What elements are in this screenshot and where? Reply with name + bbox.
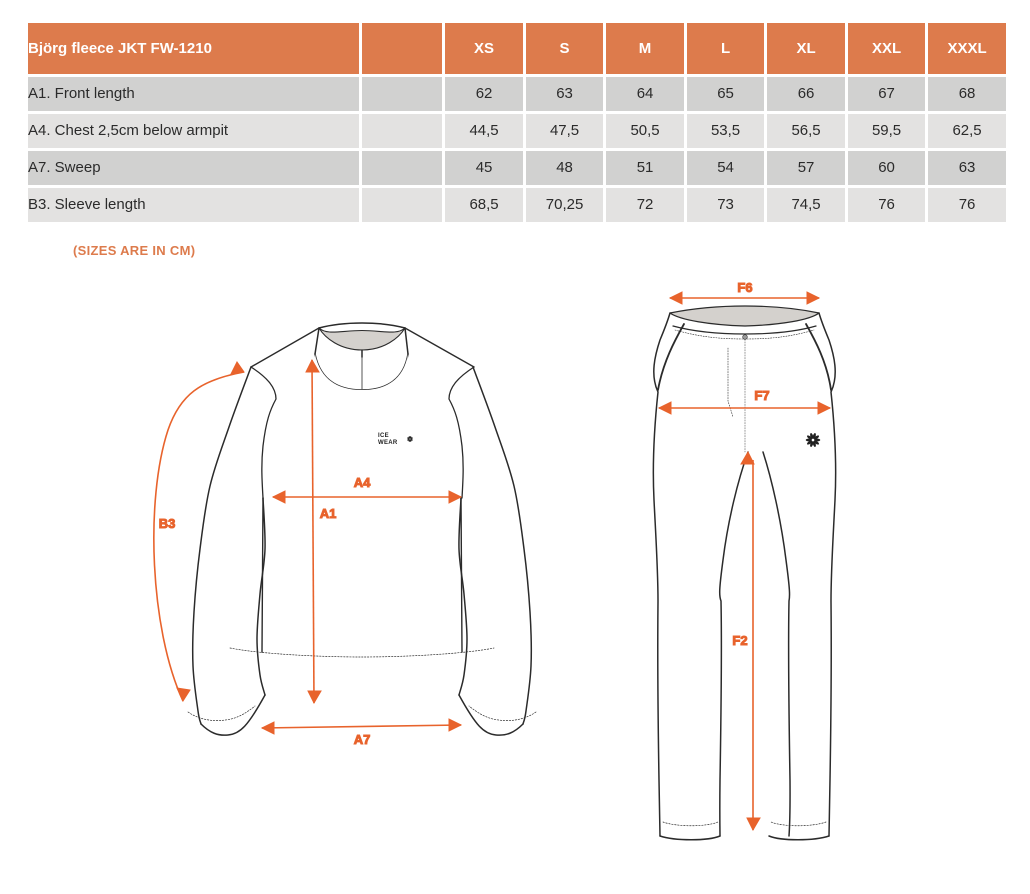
svg-text:A7: A7: [354, 732, 371, 747]
svg-text:F6: F6: [737, 280, 752, 295]
svg-text:F2: F2: [732, 633, 747, 648]
svg-text:ICE: ICE: [378, 433, 389, 439]
svg-text:A1: A1: [320, 506, 337, 521]
svg-text:F7: F7: [754, 388, 769, 403]
svg-text:WEAR: WEAR: [378, 440, 398, 446]
svg-text:B3: B3: [159, 516, 176, 531]
svg-text:A4: A4: [354, 475, 371, 490]
